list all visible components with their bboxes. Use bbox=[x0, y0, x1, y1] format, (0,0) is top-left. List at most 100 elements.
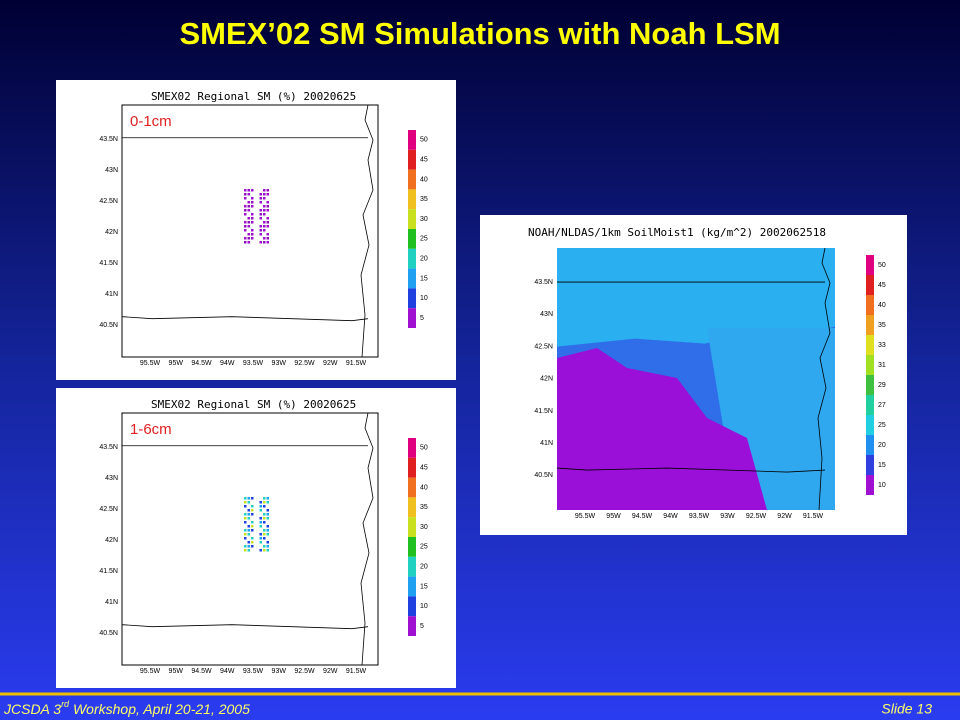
lat-label: 43.5N bbox=[99, 136, 118, 143]
obs-dot bbox=[263, 213, 266, 216]
obs-dot bbox=[247, 225, 250, 228]
obs-dot bbox=[266, 205, 269, 208]
wet-region bbox=[557, 248, 835, 347]
map-panel: SMEX02 Regional SM (%) 20020625 0-1cm 43.5… bbox=[56, 80, 456, 380]
colorbar-swatch bbox=[866, 475, 874, 495]
obs-dot bbox=[263, 517, 266, 520]
colorbar-swatch bbox=[866, 395, 874, 415]
lon-label: 95W bbox=[606, 513, 621, 520]
obs-dot bbox=[251, 545, 254, 548]
obs-dot bbox=[244, 237, 247, 240]
obs-dot bbox=[251, 201, 254, 204]
obs-dot bbox=[247, 529, 250, 532]
obs-dot bbox=[247, 545, 250, 548]
obs-dot bbox=[259, 525, 262, 528]
obs-dot bbox=[259, 517, 262, 520]
lon-label: 94.5W bbox=[191, 668, 212, 675]
colorbar-swatch bbox=[408, 229, 416, 249]
slide-title: SMEX’02 SM Simulations with Noah LSM bbox=[179, 16, 780, 51]
colorbar-swatch bbox=[408, 596, 416, 617]
colorbar-label: 35 bbox=[878, 322, 886, 329]
lon-label: 94W bbox=[220, 360, 235, 367]
lon-label: 93.5W bbox=[243, 360, 264, 367]
obs-dot bbox=[251, 537, 254, 540]
obs-dot bbox=[263, 189, 266, 192]
lon-label: 92.5W bbox=[294, 360, 315, 367]
map-panel: SMEX02 Regional SM (%) 20020625 1-6cm 43.5… bbox=[56, 388, 456, 688]
obs-dot bbox=[263, 221, 266, 224]
colorbar-label: 40 bbox=[878, 302, 886, 309]
obs-dot bbox=[259, 197, 262, 200]
colorbar-swatch bbox=[408, 457, 416, 478]
colorbar-swatch bbox=[408, 189, 416, 210]
depth-label: 1-6cm bbox=[130, 421, 172, 438]
footer-text: JCSDA 3rd Workshop, April 20-21, 2005 bbox=[3, 699, 250, 716]
obs-dot bbox=[259, 505, 262, 508]
colorbar-swatch bbox=[408, 308, 416, 328]
obs-dot bbox=[244, 533, 247, 536]
obs-dot bbox=[247, 525, 250, 528]
obs-dot bbox=[247, 509, 250, 512]
colorbar-label: 25 bbox=[420, 236, 428, 243]
map-field bbox=[121, 412, 379, 666]
lon-label: 94.5W bbox=[191, 360, 212, 367]
obs-dot bbox=[251, 197, 254, 200]
obs-dot bbox=[266, 225, 269, 228]
slide-number: Slide 13 bbox=[881, 701, 932, 717]
obs-dot bbox=[266, 233, 269, 236]
map-field bbox=[121, 104, 379, 358]
colorbar-label: 15 bbox=[420, 275, 428, 282]
obs-dot bbox=[263, 197, 266, 200]
colorbar-label: 5 bbox=[420, 315, 424, 322]
obs-dot bbox=[263, 241, 266, 244]
obs-dot bbox=[251, 505, 254, 508]
lat-label: 42.5N bbox=[99, 198, 118, 205]
lon-label: 95.5W bbox=[575, 513, 596, 520]
obs-dot bbox=[259, 229, 262, 232]
colorbar-label: 20 bbox=[878, 442, 886, 449]
obs-dot bbox=[259, 241, 262, 244]
obs-dot bbox=[266, 217, 269, 220]
lat-label: 42N bbox=[540, 376, 553, 383]
lon-label: 93W bbox=[272, 360, 287, 367]
obs-dot bbox=[244, 241, 247, 244]
obs-dot bbox=[244, 213, 247, 216]
obs-dot bbox=[266, 209, 269, 212]
lon-label: 91.5W bbox=[346, 360, 367, 367]
obs-dot bbox=[244, 521, 247, 524]
obs-dot bbox=[263, 193, 266, 196]
colorbar-swatch bbox=[866, 355, 874, 375]
colorbar-swatch bbox=[408, 248, 416, 269]
lat-label: 40.5N bbox=[99, 322, 118, 329]
obs-dot bbox=[251, 521, 254, 524]
obs-dot bbox=[244, 505, 247, 508]
obs-dot bbox=[244, 545, 247, 548]
obs-dot bbox=[247, 497, 250, 500]
obs-dot bbox=[251, 229, 254, 232]
obs-dot bbox=[247, 241, 250, 244]
obs-dot bbox=[259, 209, 262, 212]
footer-part: JCSDA 3 bbox=[3, 701, 61, 717]
obs-dot bbox=[251, 213, 254, 216]
obs-dot bbox=[259, 201, 262, 204]
lon-label: 93.5W bbox=[243, 668, 264, 675]
obs-dot bbox=[266, 517, 269, 520]
obs-dot bbox=[244, 225, 247, 228]
colorbar-label: 33 bbox=[878, 342, 886, 349]
obs-dot bbox=[247, 209, 250, 212]
obs-dot bbox=[259, 233, 262, 236]
obs-dot bbox=[244, 517, 247, 520]
obs-dot bbox=[244, 501, 247, 504]
obs-dot bbox=[266, 501, 269, 504]
lon-label: 91.5W bbox=[346, 668, 367, 675]
obs-dot bbox=[247, 501, 250, 504]
colorbar-swatch bbox=[408, 576, 416, 597]
obs-dot bbox=[263, 225, 266, 228]
obs-dot bbox=[263, 209, 266, 212]
river-border bbox=[817, 247, 831, 511]
obs-dot bbox=[251, 497, 254, 500]
obs-dot bbox=[247, 541, 250, 544]
lat-label: 41.5N bbox=[534, 408, 553, 415]
colorbar-swatch bbox=[866, 295, 874, 315]
